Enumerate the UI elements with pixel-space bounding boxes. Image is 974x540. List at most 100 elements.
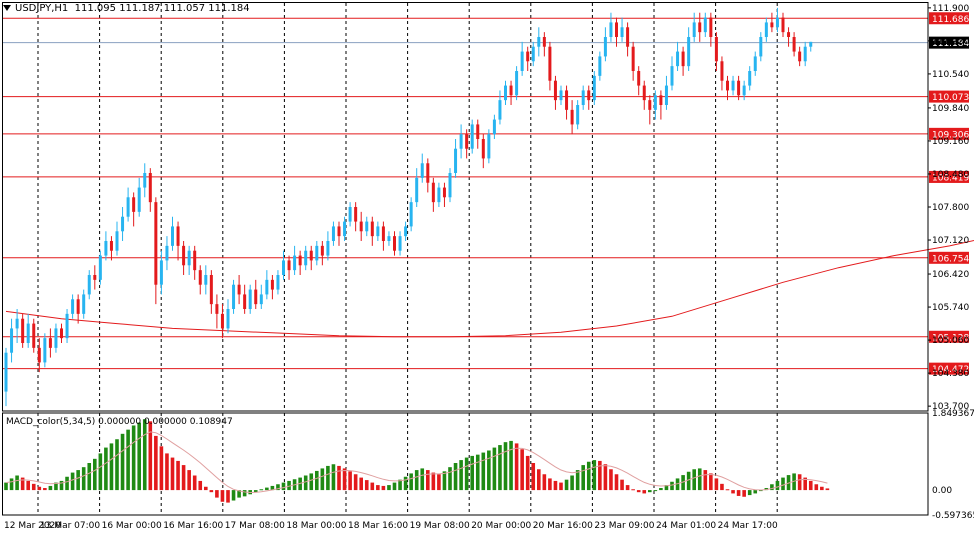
candle-body-32	[182, 245, 186, 266]
macd-bar-140	[781, 477, 785, 491]
macd-bar-133	[742, 490, 746, 497]
candle-body-80	[448, 173, 452, 198]
candle-body-89	[498, 100, 502, 120]
macd-bar-73	[409, 473, 413, 491]
candle-body-24	[137, 187, 141, 212]
macd-bar-66	[370, 482, 375, 491]
candle-body-87	[487, 134, 491, 159]
candle-body-68	[381, 226, 385, 241]
candle-body-126	[703, 17, 707, 33]
candle-body-141	[787, 32, 791, 37]
candle-body-120	[670, 66, 674, 86]
candle-body-96	[537, 37, 541, 47]
candle-body-59	[331, 226, 335, 241]
macd-bar-63	[353, 474, 358, 491]
level-tag-1	[929, 90, 969, 103]
candle-body-6	[37, 347, 41, 363]
macd-bar-117	[653, 490, 658, 492]
candle-body-137	[764, 22, 768, 37]
macd-bar-76	[426, 470, 430, 491]
macd-bar-35	[198, 480, 203, 491]
candle-body-135	[753, 56, 757, 71]
macd-bar-59	[331, 464, 336, 491]
candle-body-142	[792, 37, 796, 52]
level-tag-label-0: 111.686	[932, 15, 969, 25]
candle-body-138	[770, 22, 774, 28]
macd-bar-27	[154, 435, 158, 491]
macd-bar-130	[725, 489, 730, 491]
candle-body-23	[132, 197, 136, 212]
macd-bar-39	[220, 490, 225, 502]
macd-bar-7	[43, 488, 47, 491]
macd-bar-38	[215, 490, 219, 498]
macd-bar-144	[803, 477, 807, 491]
candle-body-101	[565, 90, 569, 110]
candle-body-73	[409, 202, 413, 227]
candle-body-21	[121, 216, 125, 232]
macd-bar-20	[115, 439, 119, 491]
candle-body-29	[165, 245, 169, 261]
candle-body-95	[531, 46, 535, 62]
macd-bar-50	[281, 482, 286, 491]
candle-body-26	[148, 173, 152, 203]
macd-bar-124	[692, 469, 696, 491]
x-tick-label-4: 17 Mar 08:00	[225, 521, 285, 531]
macd-bar-80	[448, 467, 452, 491]
macd-bar-3	[20, 477, 25, 491]
y-tick-label-7: 107.120	[932, 236, 969, 246]
macd-bar-145	[808, 480, 813, 491]
level-tag-label-1: 110.073	[932, 93, 969, 103]
candle-body-99	[553, 80, 557, 101]
candle-body-105	[587, 90, 591, 101]
y-tick-label-1: 111.220	[932, 37, 969, 47]
candle-body-118	[659, 95, 663, 105]
y-tick-label-6: 107.800	[932, 203, 969, 213]
candle-body-133	[742, 85, 746, 96]
chart-header: USDJPY,H1 111.095 111.187 111.057 111.18…	[3, 3, 250, 14]
macd-bar-102	[570, 475, 574, 491]
candle-body-31	[176, 226, 180, 246]
y-tick-label-9: 105.740	[932, 303, 969, 313]
candle-body-109	[609, 22, 613, 37]
candle-body-111	[620, 27, 624, 37]
candle-body-3	[21, 318, 25, 343]
level-tag-label-4: 106.754	[932, 254, 969, 264]
macd-bar-86	[481, 452, 486, 491]
candle-body-103	[576, 105, 580, 125]
candle-body-93	[520, 51, 524, 71]
candle-body-136	[759, 37, 763, 57]
macd-bar-30	[170, 457, 175, 491]
candle-body-86	[481, 139, 485, 159]
candle-body-83	[465, 134, 469, 149]
macd-bar-121	[675, 478, 680, 491]
candle-body-98	[548, 46, 552, 81]
x-tick-label-6: 18 Mar 16:00	[348, 521, 408, 531]
candle-body-45	[254, 289, 258, 305]
candle-body-30	[171, 226, 174, 246]
x-tick-label-10: 23 Mar 09:00	[594, 521, 654, 531]
macd-bar-17	[98, 453, 103, 491]
macd-bar-1	[9, 478, 14, 491]
macd-pane-frame	[2, 412, 929, 516]
candle-body-112	[626, 27, 630, 47]
candle-body-60	[337, 226, 341, 237]
macd-bar-55	[309, 473, 314, 491]
candle-body-70	[393, 236, 396, 251]
candle-body-2	[15, 318, 19, 329]
level-tag-5	[929, 330, 969, 343]
candle-body-53	[298, 255, 302, 266]
candle-body-78	[437, 187, 441, 203]
candle-body-100	[559, 90, 563, 101]
candle-body-27	[154, 202, 158, 285]
ohlc-values: 111.095 111.187 111.057 111.184	[74, 3, 250, 14]
macd-bar-110	[614, 474, 619, 491]
y-tick-label-10: 105.060	[932, 336, 969, 346]
macd-bar-57	[320, 468, 325, 491]
macd-y-tick-label-2: -0.597365	[932, 511, 974, 521]
macd-bar-4	[26, 480, 30, 491]
macd-bar-37	[209, 490, 214, 493]
macd-bar-114	[636, 490, 641, 493]
dropdown-triangle-icon[interactable]	[3, 5, 11, 11]
